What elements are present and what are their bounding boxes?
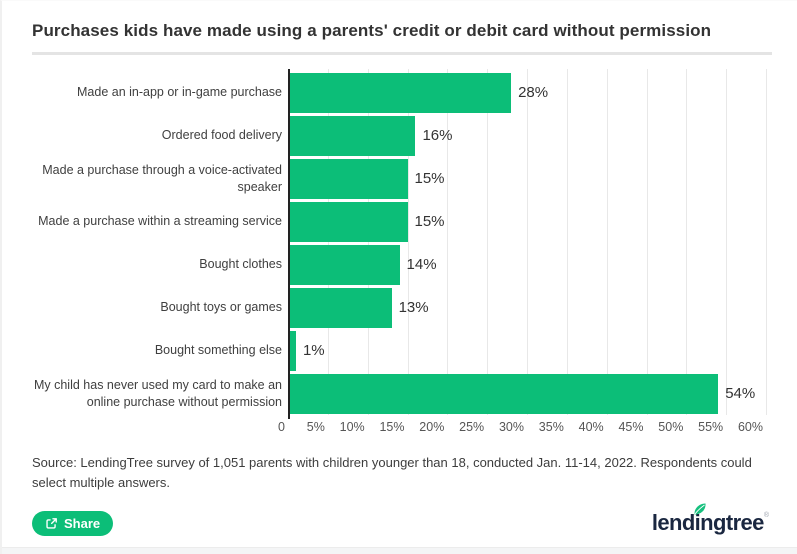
- title-separator: [32, 52, 772, 55]
- lendingtree-logo: lendingtree®: [651, 503, 769, 535]
- gridline: [686, 69, 688, 415]
- chart-row: Bought something else 1%: [32, 329, 766, 372]
- bar-cell: 28%: [288, 71, 766, 114]
- bar: [288, 373, 719, 414]
- x-tick-label: 10%: [339, 420, 365, 434]
- logo-wordmark: lendingtree: [651, 510, 765, 535]
- gridline: [766, 69, 767, 415]
- bar-cell: 16%: [288, 114, 766, 157]
- x-tick-label: 20%: [419, 420, 445, 434]
- category-label: Bought something else: [154, 343, 282, 358]
- chart-rows: Made an in-app or in-game purchase 28% Ord…: [32, 71, 766, 415]
- bar: [288, 330, 296, 371]
- chart-row: Ordered food delivery 16%: [32, 114, 766, 157]
- x-tick-label: 45%: [618, 420, 644, 434]
- category-label: Made a purchase within a streaming servi…: [38, 214, 282, 229]
- chart-row: My child has never used my card to make …: [32, 372, 766, 415]
- chart-row: Made a purchase within a streaming servi…: [32, 200, 766, 243]
- bar-chart: Made an in-app or in-game purchase 28% Ord…: [32, 69, 767, 435]
- x-tick-label: 40%: [578, 420, 604, 434]
- leaf-icon: [692, 502, 708, 521]
- x-tick-label: 60%: [737, 420, 763, 434]
- category-label: Bought toys or games: [160, 300, 282, 315]
- bottom-border-strip: [2, 547, 797, 554]
- bar-cell: 13%: [288, 286, 766, 329]
- bar: [288, 287, 392, 328]
- bar: [288, 72, 512, 113]
- chart-row: Bought clothes 14%: [32, 243, 766, 286]
- x-tick-label: 35%: [538, 420, 564, 434]
- bar-cell: 54%: [288, 372, 766, 415]
- category-label: Bought clothes: [199, 257, 282, 272]
- gridline: [527, 69, 528, 415]
- gridlines: [288, 69, 767, 415]
- chart-row: Bought toys or games 13%: [32, 286, 766, 329]
- share-button-label: Share: [64, 516, 101, 531]
- x-tick-label: 25%: [459, 420, 485, 434]
- gridline: [566, 69, 568, 415]
- bar-value-label: 15%: [414, 213, 445, 230]
- category-label: Made an in-app or in-game purchase: [77, 85, 282, 100]
- gridline: [487, 69, 489, 415]
- x-tick-label: 5%: [306, 420, 325, 434]
- share-button[interactable]: Share: [32, 511, 114, 536]
- x-tick-label: 0: [278, 420, 285, 434]
- bar-cell: 14%: [288, 243, 766, 286]
- gridline: [327, 69, 329, 415]
- x-tick-label: 15%: [379, 420, 405, 434]
- bar-value-label: 54%: [725, 385, 756, 402]
- bar: [288, 201, 408, 242]
- bar-cell: 15%: [288, 157, 766, 200]
- category-label: Made a purchase through a voice-activate…: [42, 162, 282, 194]
- gridline: [646, 69, 648, 415]
- x-tick-label: 50%: [658, 420, 684, 434]
- bar-value-label: 16%: [422, 127, 453, 144]
- category-label: Ordered food delivery: [161, 128, 282, 143]
- bar-value-label: 28%: [518, 84, 549, 101]
- share-icon: [45, 517, 58, 530]
- bar: [288, 158, 408, 199]
- bar-value-label: 13%: [398, 299, 429, 316]
- gridline: [726, 69, 728, 415]
- source-note: Source: LendingTree survey of 1,051 pare…: [32, 455, 752, 491]
- gridline: [367, 69, 369, 415]
- y-axis-line: [288, 69, 290, 419]
- gridline: [606, 69, 608, 415]
- category-label: My child has never used my card to make …: [33, 377, 282, 409]
- bar-cell: 1%: [288, 329, 766, 372]
- chart-header: Purchases kids have made using a parents…: [2, 1, 797, 55]
- trademark-symbol: ®: [763, 512, 769, 519]
- bar: [288, 115, 416, 156]
- chart-footer: Share lendingtree®: [32, 503, 769, 536]
- bar-value-label: 15%: [414, 170, 445, 187]
- gridline: [447, 69, 449, 415]
- gridline: [407, 69, 409, 415]
- x-axis: 0 5% 10% 15% 20% 25% 30% 35% 40% 45% 50% 55% 60%: [278, 415, 766, 435]
- x-tick-label: 55%: [698, 420, 724, 434]
- bar-value-label: 14%: [406, 256, 437, 273]
- bar-value-label: 1%: [302, 342, 325, 359]
- x-tick-label: 30%: [498, 420, 524, 434]
- bar: [288, 244, 400, 285]
- chart-row: Made an in-app or in-game purchase 28%: [32, 71, 766, 114]
- chart-title: Purchases kids have made using a parents…: [32, 21, 712, 40]
- chart-row: Made a purchase through a voice-activate…: [32, 157, 766, 200]
- bar-cell: 15%: [288, 200, 766, 243]
